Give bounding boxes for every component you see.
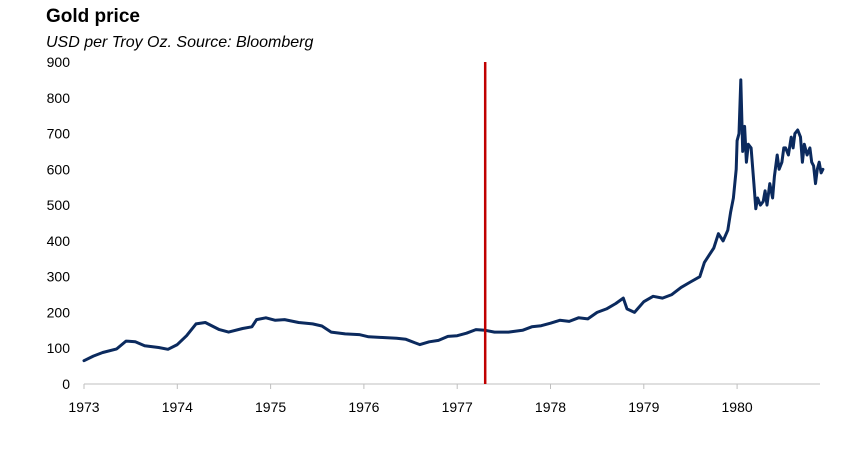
x-axis: 1973 1974 1975 1976 1977 1978 1979 1980 — [68, 383, 820, 415]
x-tick-label: 1975 — [255, 399, 286, 415]
gold-price-series-line — [82, 78, 825, 363]
x-tick-label: 1977 — [442, 399, 473, 415]
y-tick-label: 0 — [62, 376, 70, 392]
x-tick-label: 1976 — [348, 399, 379, 415]
chart-subtitle: USD per Troy Oz. Source: Bloomberg — [46, 34, 314, 51]
x-tick-label: 1978 — [535, 399, 566, 415]
y-tick-label: 100 — [47, 340, 71, 356]
x-tick-label: 1980 — [722, 399, 753, 415]
y-tick-label: 700 — [47, 126, 71, 142]
y-tick-label: 500 — [47, 197, 71, 213]
x-tick-label: 1974 — [162, 399, 193, 415]
y-tick-label: 600 — [47, 161, 71, 177]
x-tick-label: 1979 — [628, 399, 659, 415]
y-axis-tick-labels: 0 100 200 300 400 500 600 700 800 900 — [47, 54, 71, 392]
series-group — [82, 78, 825, 363]
chart-title: Gold price — [46, 6, 140, 27]
x-tick-label: 1973 — [68, 399, 99, 415]
y-tick-label: 900 — [47, 54, 71, 70]
y-tick-label: 300 — [47, 269, 71, 285]
y-tick-label: 800 — [47, 90, 71, 106]
y-tick-label: 400 — [47, 233, 71, 249]
y-tick-label: 200 — [47, 304, 71, 320]
